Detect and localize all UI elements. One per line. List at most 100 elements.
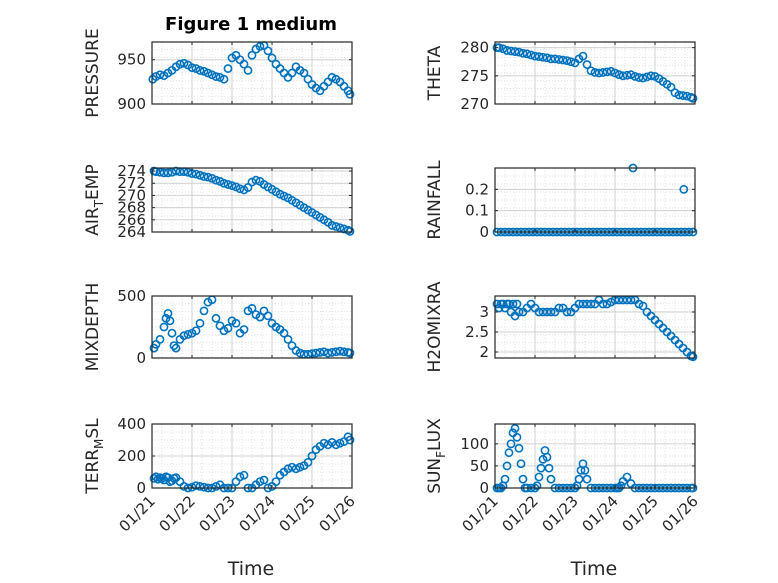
data-point (235, 472, 245, 482)
data-point (263, 311, 273, 321)
y-axis-label: H2OMIXRA (425, 281, 445, 372)
data-point (534, 52, 544, 62)
y-tick-label: 0 (136, 479, 146, 497)
data-point (327, 348, 337, 357)
subplot-5: 0 500 MIXDEPTH (83, 283, 355, 372)
data-point (247, 50, 257, 60)
data-point (532, 481, 542, 491)
data-point (506, 46, 516, 56)
data-point (331, 222, 341, 231)
y-axis-label: MIXDEPTH (83, 283, 103, 372)
y-tick-label: 275 (460, 67, 489, 85)
data-point (562, 307, 572, 317)
subplot-4: 0 0.1 0.2 RAINFALL (425, 160, 698, 241)
data-point (542, 452, 552, 462)
y-tick-label: 950 (117, 51, 146, 69)
data-point (327, 220, 337, 230)
y-tick-label: 400 (117, 415, 146, 433)
data-point (566, 57, 576, 67)
data-point (167, 167, 177, 177)
data-point (514, 47, 524, 57)
data-point (155, 167, 165, 177)
data-point (335, 346, 345, 356)
y-tick-label: 2 (479, 343, 489, 361)
data-point (263, 46, 273, 56)
data-point (311, 348, 321, 358)
y-tick-label: 280 (460, 39, 489, 57)
data-point (562, 56, 572, 65)
y-tick-label: 2.5 (465, 323, 489, 341)
data-point (678, 91, 688, 100)
xlabel-right: Time (570, 558, 618, 580)
data-point (546, 307, 556, 317)
data-point (231, 318, 241, 328)
data-point (630, 71, 640, 81)
data-point (331, 440, 341, 450)
data-point (155, 334, 165, 344)
data-point (155, 70, 165, 80)
axes-box (151, 167, 353, 233)
axes-box (151, 295, 353, 359)
data-point (598, 68, 608, 77)
data-point (159, 322, 169, 332)
subplot-2: 270 275 280 THETA (425, 39, 698, 113)
data-point (538, 52, 548, 62)
data-point (558, 55, 568, 65)
data-point (319, 347, 329, 357)
y-tick-label: 270 (117, 186, 146, 204)
data-point (191, 169, 201, 179)
data-point (153, 474, 163, 484)
data-point (211, 481, 221, 491)
data-point (518, 48, 528, 58)
data-point (195, 65, 205, 75)
data-point (504, 299, 514, 309)
data-point (506, 439, 516, 449)
data-point (638, 301, 648, 311)
data-point (167, 328, 177, 338)
data-point (666, 82, 676, 92)
data-point (255, 42, 265, 51)
data-point (211, 313, 221, 323)
data-point (191, 326, 201, 336)
data-point (614, 70, 624, 80)
data-point (267, 53, 277, 63)
data-point (239, 470, 249, 480)
data-point (345, 435, 355, 445)
data-point (251, 175, 261, 185)
axes-box (494, 423, 696, 489)
axes-box (151, 41, 353, 105)
data-point (255, 312, 265, 322)
data-point (510, 47, 520, 56)
data-point (512, 299, 522, 309)
data-point (195, 318, 205, 328)
y-tick-label: 0.1 (465, 202, 489, 220)
data-point (211, 175, 221, 185)
data-point (534, 472, 544, 482)
data-point (187, 63, 197, 73)
data-point (243, 65, 253, 75)
data-point (544, 463, 554, 473)
data-point (634, 73, 644, 82)
data-point (345, 348, 355, 358)
y-tick-label: 100 (460, 435, 489, 453)
data-point (516, 459, 526, 469)
data-point (219, 74, 229, 84)
data-point (239, 325, 249, 334)
y-axis-label: PRESSURE (83, 28, 103, 117)
y-tick-label: 264 (117, 223, 146, 241)
data-point (504, 448, 514, 458)
y-tick-label: 274 (117, 162, 146, 180)
data-point (610, 68, 620, 78)
data-point (518, 474, 528, 484)
data-point (616, 481, 626, 491)
data-point (554, 303, 564, 313)
data-point (223, 180, 233, 189)
data-point (179, 331, 189, 341)
data-point (255, 477, 265, 486)
y-axis-label: THETA (425, 45, 445, 101)
data-point (195, 170, 205, 180)
data-point (510, 424, 520, 433)
